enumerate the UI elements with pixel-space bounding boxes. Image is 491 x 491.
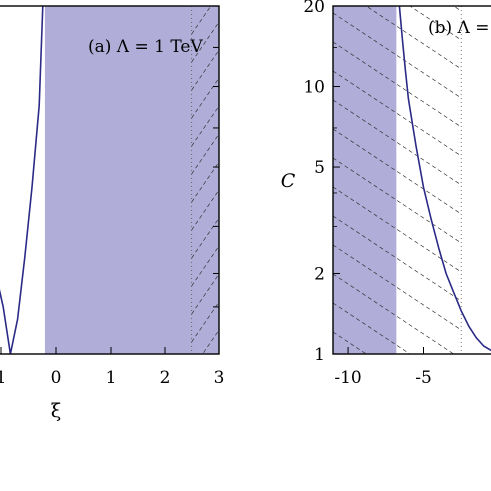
hatch-line — [333, 215, 462, 302]
hatch-line — [191, 217, 219, 259]
hatch-line — [191, 301, 219, 343]
panel-b-annotation: (b) Λ = — [428, 18, 489, 38]
y-tick-label: 10 — [303, 78, 325, 98]
hatch-line — [192, 386, 219, 426]
hatch-line — [333, 128, 462, 215]
hatch-line — [333, 12, 462, 99]
x-tick-label: 1 — [106, 368, 117, 388]
hatch-line — [191, 77, 219, 119]
hatch-line — [333, 99, 462, 186]
panel-b-tick-labels: -10 -5 1 2 5 10 20 — [303, 0, 431, 388]
panel-a-curve — [0, 6, 44, 354]
plot-frame — [0, 5, 220, 355]
panel-a-excluded-bands — [44, 6, 219, 354]
hatch-line — [333, 244, 462, 331]
hatch-line — [191, 189, 219, 231]
panel-b-excluded-bands — [333, 6, 397, 354]
x-tick-label: 1 — [0, 368, 6, 388]
panel-a-annotation: (a) Λ = 1 TeV — [88, 37, 203, 57]
excluded-band-1 — [44, 6, 219, 354]
hatch-line — [333, 273, 455, 354]
x-tick-label: 2 — [160, 368, 171, 388]
hatch-line — [191, 6, 212, 35]
y-tick-label: 1 — [314, 345, 325, 365]
hatch-line — [333, 157, 462, 244]
y-tick-label: 5 — [314, 158, 325, 178]
hatch-line — [202, 329, 219, 354]
x-tick-label: -10 — [334, 368, 361, 388]
panel-a-xlabel: ξ — [51, 400, 61, 422]
y-tick-label: 20 — [303, 0, 325, 17]
panel-b: -10 -5 1 2 5 10 20 (b) Λ = C — [281, 0, 491, 475]
hatch-line — [191, 245, 219, 287]
panel-a-ticks — [0, 46, 220, 354]
panel-a-tick-labels: 1 0 1 2 3 — [0, 368, 224, 388]
excluded-band-0 — [333, 6, 397, 354]
hatch-line — [333, 186, 462, 273]
panel-b-ylabel: C — [281, 170, 296, 192]
hatch-line — [333, 41, 462, 128]
panel-b-ticks — [333, 5, 425, 355]
panel-a: 1 0 1 2 3 (a) Λ = 1 TeV ξ — [0, 5, 224, 426]
hatch-line — [333, 390, 461, 475]
hatch-line — [409, 6, 462, 41]
hatch-line — [365, 6, 462, 70]
hatch-line — [191, 273, 219, 315]
x-tick-label: 3 — [214, 368, 225, 388]
hatch-line — [191, 105, 219, 147]
hatch-line — [191, 21, 219, 63]
panel-b-hatch-region — [333, 6, 462, 475]
panel-b-frame — [332, 5, 491, 355]
x-tick-label: -5 — [415, 368, 432, 388]
x-tick-label: 0 — [51, 368, 62, 388]
y-tick-label: 2 — [314, 264, 325, 284]
hatch-line — [191, 161, 219, 203]
panel-a-frame — [0, 5, 220, 355]
hatch-line — [191, 6, 193, 7]
plot-frame — [332, 5, 491, 355]
hatch-line — [191, 49, 219, 91]
panel-a-hatch-region — [191, 6, 219, 426]
hatch-line — [333, 70, 462, 157]
hatch-line — [191, 133, 219, 175]
panel-b-curve — [398, 6, 491, 352]
